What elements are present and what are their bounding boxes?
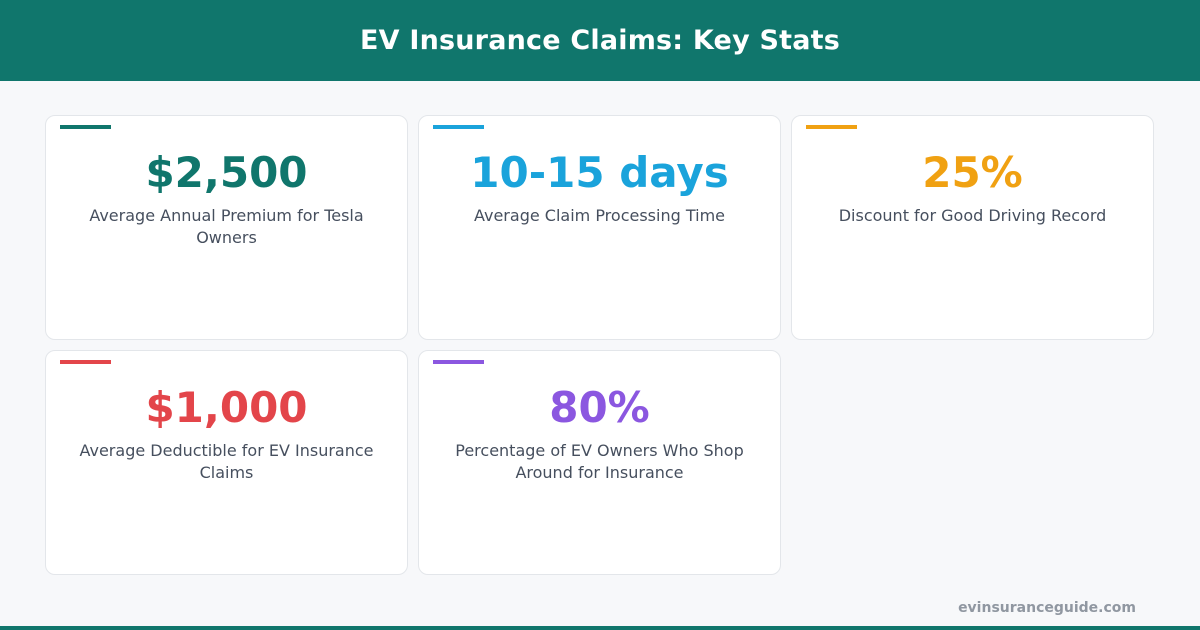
header-banner: EV Insurance Claims: Key Stats — [0, 0, 1200, 81]
stat-value: $1,000 — [145, 383, 308, 432]
card-accent-bar — [806, 125, 857, 129]
card-accent-bar — [60, 360, 111, 364]
site-url[interactable]: evinsuranceguide.com — [958, 600, 1136, 616]
stat-card-annual-premium: $2,500 Average Annual Premium for Tesla … — [45, 115, 408, 340]
stat-label: Average Annual Premium for Tesla Owners — [89, 206, 364, 247]
stat-label: Percentage of EV Owners Who Shop Around … — [455, 441, 744, 482]
stat-label: Average Deductible for EV Insurance Clai… — [79, 441, 374, 482]
stat-value: 10-15 days — [470, 148, 729, 197]
stat-card-shop-around: 80% Percentage of EV Owners Who Shop Aro… — [418, 350, 781, 575]
card-accent-bar — [433, 125, 484, 129]
stat-value: 25% — [922, 148, 1023, 197]
stat-card-driving-discount: 25% Discount for Good Driving Record — [791, 115, 1154, 340]
stat-card-processing-time: 10-15 days Average Claim Processing Time — [418, 115, 781, 340]
page-title: EV Insurance Claims: Key Stats — [359, 25, 841, 56]
stat-card-deductible: $1,000 Average Deductible for EV Insuran… — [45, 350, 408, 575]
stat-value: 80% — [549, 383, 650, 432]
stat-label: Average Claim Processing Time — [473, 206, 725, 225]
stat-label: Discount for Good Driving Record — [838, 206, 1107, 225]
card-accent-bar — [60, 125, 111, 129]
bottom-divider — [0, 626, 1200, 630]
card-accent-bar — [433, 360, 484, 364]
stat-value: $2,500 — [145, 148, 308, 197]
